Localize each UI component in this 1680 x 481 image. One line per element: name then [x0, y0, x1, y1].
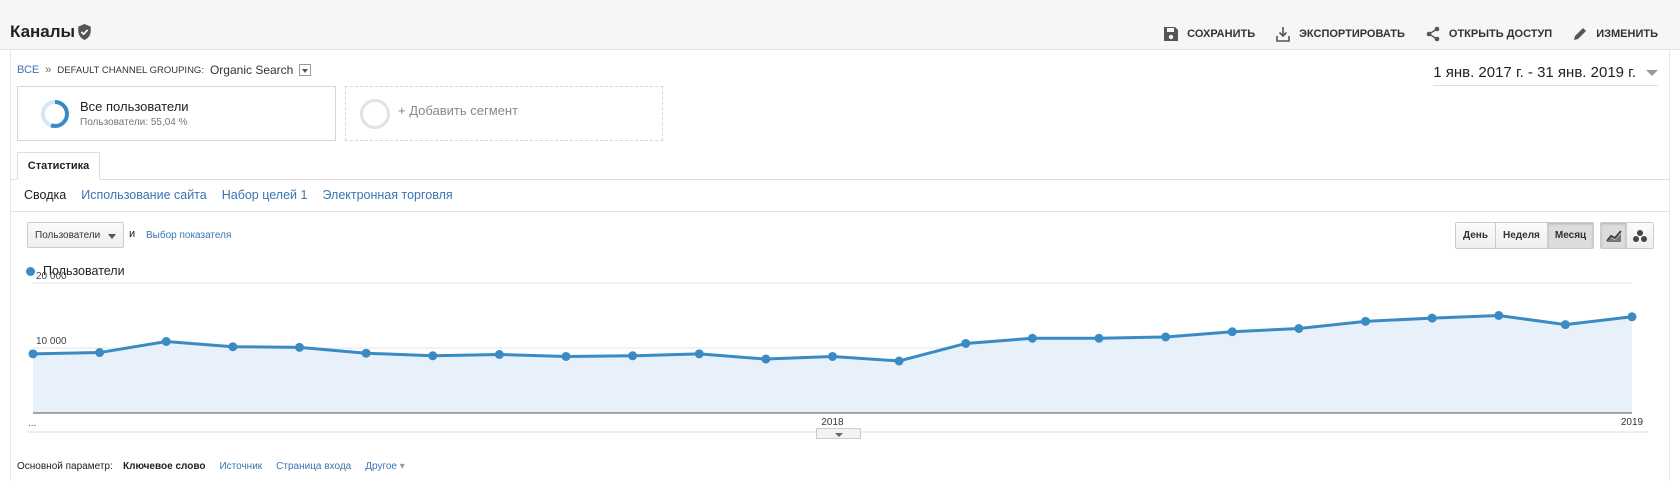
data-point	[761, 354, 771, 364]
report-subnav: Сводка Использование сайта Набор целей 1…	[24, 188, 453, 202]
line-chart-icon	[1605, 229, 1622, 242]
data-point	[694, 349, 704, 359]
share-button[interactable]: ОТКРЫТЬ ДОСТУП	[1425, 26, 1552, 42]
primary-dimension-options: Ключевое слово Источник Страница входа Д…	[123, 461, 405, 472]
report-header	[0, 0, 1680, 50]
x-tick-label: 2019	[1621, 417, 1644, 428]
share-icon	[1426, 26, 1440, 42]
y-tick-label: 10 000	[36, 336, 67, 347]
subnav-ecommerce[interactable]: Электронная торговля	[322, 188, 453, 202]
export-icon	[1276, 27, 1290, 42]
data-point	[28, 349, 38, 359]
y-tick-label: 20 000	[36, 271, 67, 282]
page-title: Каналы	[10, 22, 76, 41]
subnav-divider	[10, 211, 1670, 212]
data-point	[361, 348, 371, 358]
subnav-summary[interactable]: Сводка	[24, 188, 67, 202]
series-area	[33, 315, 1632, 413]
data-point	[894, 356, 904, 366]
data-point	[1294, 324, 1304, 333]
data-point	[161, 337, 171, 346]
data-point	[961, 338, 971, 348]
chart-legend: Пользователи	[26, 264, 125, 278]
save-icon	[1164, 27, 1179, 41]
breadcrumb-separator: »	[45, 64, 52, 76]
export-label: ЭКСПОРТИРОВАТЬ	[1299, 28, 1405, 40]
breadcrumb-value: Organic Search	[209, 63, 294, 77]
add-segment-label: + Добавить сегмент	[398, 103, 519, 118]
breadcrumb-all-link[interactable]: ВСЕ	[17, 64, 40, 76]
data-point	[1494, 311, 1504, 320]
date-range-picker[interactable]: 1 янв. 2017 г. - 31 янв. 2019 г.	[1433, 64, 1658, 86]
segment-ring-icon	[41, 100, 69, 128]
line-chart-view-button[interactable]	[1601, 223, 1627, 248]
verified-shield-icon	[78, 24, 91, 40]
chevron-down-icon	[1646, 69, 1658, 76]
data-point	[561, 351, 571, 361]
data-point	[1627, 312, 1637, 322]
segment-placeholder-icon	[360, 99, 390, 129]
breadcrumb-grouping: DEFAULT CHANNEL GROUPING:	[57, 64, 204, 76]
segment-name: Все пользователи	[80, 99, 189, 114]
x-tick-label: 2018	[821, 417, 844, 428]
data-point	[1094, 333, 1104, 343]
bubble-chart-icon	[1633, 229, 1647, 242]
and-label: и	[129, 228, 136, 240]
metric-picker-link[interactable]: Выбор показателя	[146, 230, 232, 241]
chart-type-toggle	[1600, 222, 1654, 249]
edit-button[interactable]: ИЗМЕНИТЬ	[1572, 26, 1658, 42]
data-point	[1427, 313, 1437, 323]
edit-icon	[1574, 28, 1587, 40]
tab-strip-divider	[10, 179, 1670, 180]
segment-detail: Пользователи: 55,04 %	[80, 117, 188, 128]
legend-label: Пользователи	[43, 264, 125, 278]
motion-chart-view-button[interactable]	[1627, 223, 1653, 248]
segment-all-users[interactable]: Все пользователи Пользователи: 55,04 %	[17, 86, 336, 141]
data-point	[95, 348, 105, 358]
period-month-button[interactable]: Месяц	[1547, 223, 1594, 248]
data-point	[295, 342, 304, 352]
data-point	[1560, 320, 1570, 330]
period-toggle: День Неделя Месяц	[1455, 222, 1595, 249]
metric-select[interactable]: Пользователи	[27, 222, 124, 248]
dimension-landing-page[interactable]: Страница входа	[276, 461, 352, 472]
period-week-button[interactable]: Неделя	[1496, 223, 1548, 248]
dimension-keyword[interactable]: Ключевое слово	[123, 461, 206, 472]
add-segment-button[interactable]: + Добавить сегмент	[345, 86, 663, 141]
subnav-goal-set[interactable]: Набор целей 1	[221, 188, 308, 202]
data-point	[1161, 332, 1171, 342]
save-button[interactable]: СОХРАНИТЬ	[1163, 26, 1255, 42]
subnav-site-usage[interactable]: Использование сайта	[81, 188, 207, 202]
legend-swatch	[26, 266, 35, 276]
data-point	[494, 350, 504, 359]
primary-dimension-label: Основной параметр:	[17, 461, 113, 472]
date-range-label: 1 янв. 2017 г. - 31 янв. 2019 г.	[1433, 64, 1636, 81]
data-point	[1227, 327, 1237, 337]
save-label: СОХРАНИТЬ	[1187, 28, 1256, 40]
x-tick-label: ...	[28, 418, 36, 429]
tab-statistics[interactable]: Статистика	[17, 152, 100, 180]
data-point	[828, 351, 837, 361]
report-actions: СОХРАНИТЬ ЭКСПОРТИРОВАТЬ ОТКРЫТЬ ДОСТУП …	[1163, 26, 1658, 42]
period-day-button[interactable]: День	[1456, 223, 1496, 248]
dimension-source[interactable]: Источник	[219, 461, 263, 472]
breadcrumb-dropdown-icon[interactable]	[299, 64, 312, 76]
dimension-other-dropdown[interactable]: Другое	[365, 461, 405, 472]
share-label: ОТКРЫТЬ ДОСТУП	[1448, 28, 1553, 40]
data-point	[1361, 316, 1370, 326]
data-point	[628, 351, 638, 361]
edit-label: ИЗМЕНИТЬ	[1596, 28, 1658, 40]
data-point	[228, 342, 238, 352]
chart-collapse-handle[interactable]	[816, 428, 861, 439]
export-button[interactable]: ЭКСПОРТИРОВАТЬ	[1275, 26, 1405, 42]
data-point	[1027, 333, 1037, 343]
data-point	[428, 351, 438, 361]
breadcrumb: ВСЕ » DEFAULT CHANNEL GROUPING: Organic …	[17, 63, 312, 77]
